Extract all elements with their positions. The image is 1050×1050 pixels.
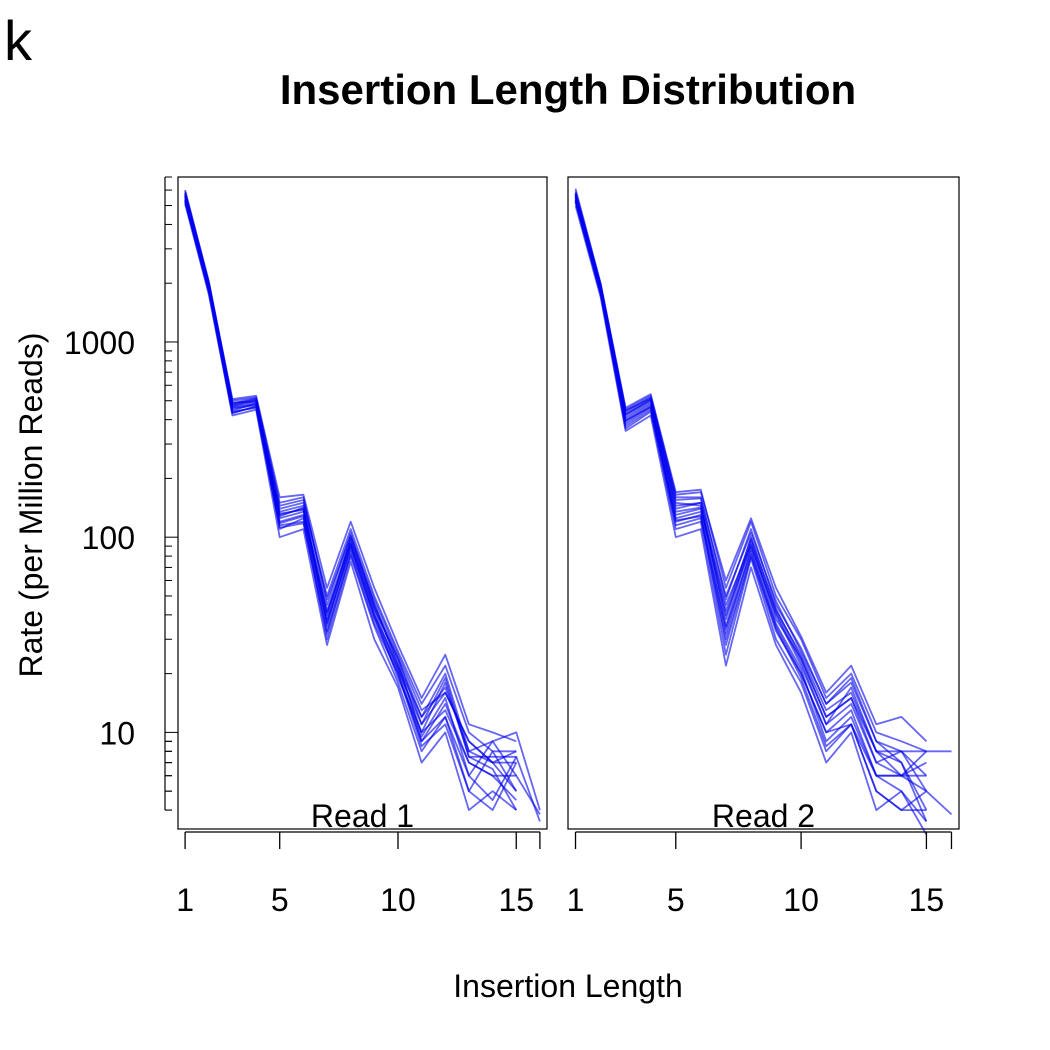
series-line: [574, 193, 928, 792]
y-tick-label: 100: [82, 520, 135, 556]
series-line: [574, 188, 927, 753]
series-line: [184, 201, 541, 815]
y-tick-label: 10: [99, 715, 135, 751]
panel-frame: [177, 176, 548, 830]
panel-label: Read 2: [712, 798, 815, 834]
series-line: [184, 196, 518, 811]
x-tick-label: 5: [667, 882, 685, 918]
series-line: [184, 192, 517, 753]
series-line: [574, 199, 928, 835]
series-line: [574, 201, 927, 811]
x-tick-label: 1: [567, 882, 585, 918]
panel-letter: k: [4, 9, 33, 72]
series-line: [574, 195, 952, 753]
panel-frame: [567, 176, 960, 830]
y-axis-label: Rate (per Million Reads): [13, 332, 49, 677]
panel-label: Read 1: [311, 798, 414, 834]
x-tick-label: 10: [380, 882, 416, 918]
series-line: [574, 198, 928, 777]
series-line: [574, 191, 928, 742]
series-line: [574, 197, 927, 777]
x-tick-label: 15: [909, 882, 945, 918]
series-line: [574, 196, 927, 777]
series-line: [184, 189, 541, 811]
x-tick-label: 15: [498, 882, 534, 918]
x-tick-label: 10: [783, 882, 819, 918]
series-line: [574, 205, 928, 822]
series-line: [184, 194, 518, 777]
series-line: [184, 194, 517, 764]
x-tick-label: 5: [271, 882, 289, 918]
series-line: [574, 201, 953, 816]
x-axis-label: Insertion Length: [453, 968, 683, 1004]
series-line: [184, 193, 517, 764]
series-line: [184, 191, 517, 743]
series-line: [184, 201, 518, 793]
series-line: [184, 195, 541, 822]
series-line: [184, 203, 517, 811]
chart-title: Insertion Length Distribution: [280, 66, 856, 113]
series-line: [184, 198, 517, 801]
y-tick-label: 1000: [64, 325, 135, 361]
series-line: [184, 199, 518, 801]
series-line: [184, 197, 517, 792]
x-tick-label: 1: [176, 882, 194, 918]
series-line: [574, 194, 928, 777]
